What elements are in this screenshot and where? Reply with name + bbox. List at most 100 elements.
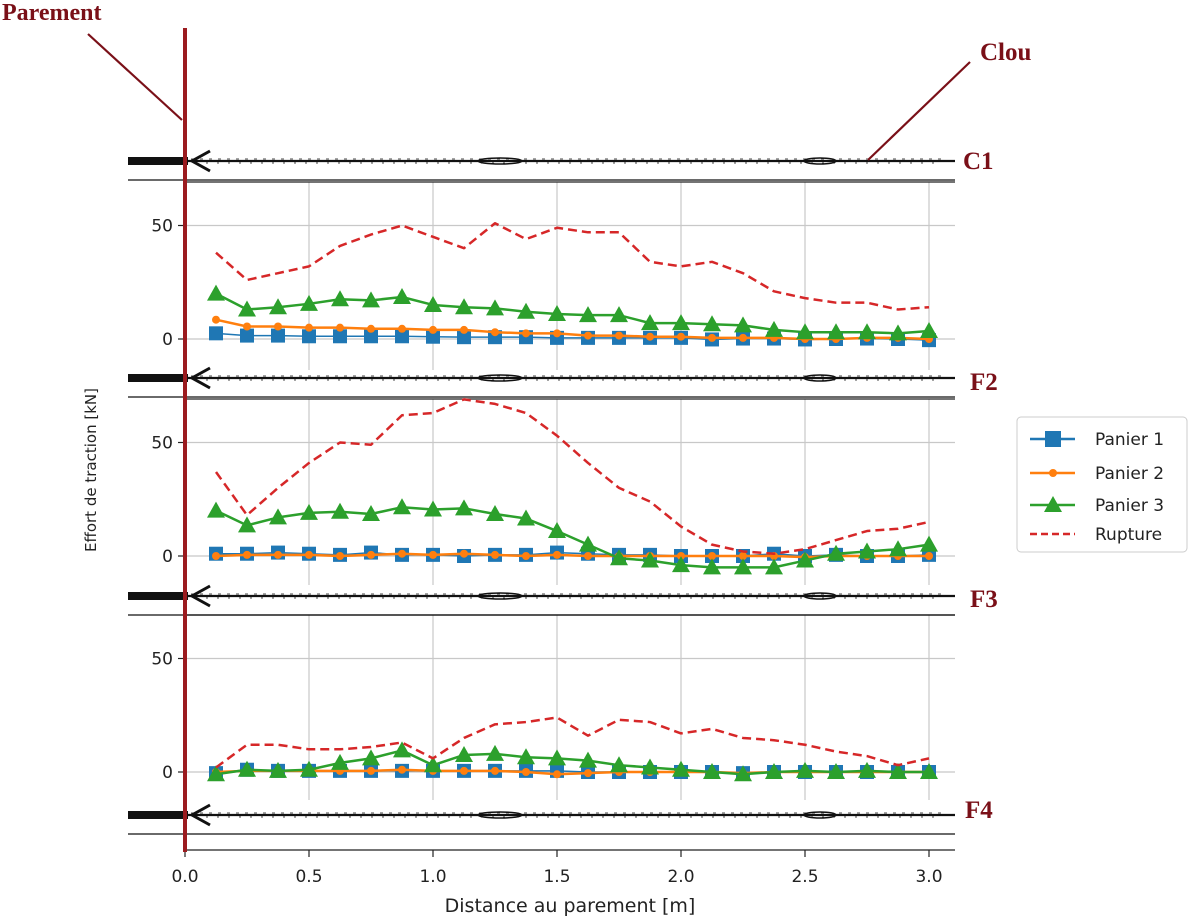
legend-frame bbox=[1016, 416, 1188, 553]
data-point-panier-3 bbox=[548, 305, 566, 322]
data-point-panier-2 bbox=[677, 552, 685, 560]
data-point-panier-3 bbox=[796, 551, 814, 568]
data-point-panier-1 bbox=[209, 326, 223, 341]
data-point-panier-2 bbox=[336, 552, 344, 560]
data-point-panier-3 bbox=[641, 314, 659, 331]
data-point-panier-2 bbox=[615, 331, 623, 340]
nail-label-f2: F2 bbox=[970, 369, 998, 396]
data-point-panier-3 bbox=[300, 760, 318, 777]
data-point-panier-3 bbox=[858, 761, 876, 778]
data-point-panier-3 bbox=[579, 306, 597, 323]
clou-label: Clou bbox=[980, 39, 1032, 66]
parement-pointer bbox=[87, 33, 183, 121]
data-point-panier-2 bbox=[336, 323, 344, 332]
data-point-panier-3 bbox=[734, 765, 752, 782]
legend-label-panier-1: Panier 1 bbox=[1095, 430, 1164, 450]
data-point-panier-3 bbox=[269, 508, 287, 525]
y-tick-label: 0 bbox=[162, 763, 173, 783]
data-point-panier-2 bbox=[646, 332, 654, 341]
legend-entry-panier-2: Panier 2 bbox=[1030, 464, 1164, 484]
data-point-panier-2 bbox=[491, 328, 499, 337]
data-point-panier-3 bbox=[207, 765, 225, 782]
data-point-panier-2 bbox=[925, 552, 933, 560]
data-point-panier-2 bbox=[460, 766, 468, 775]
series-line-rupture bbox=[215, 716, 930, 769]
data-point-panier-2 bbox=[398, 765, 406, 774]
nail-head-arrow bbox=[188, 803, 211, 827]
data-point-panier-2 bbox=[677, 332, 685, 341]
data-point-panier-2 bbox=[708, 552, 716, 560]
data-point-panier-3 bbox=[889, 540, 907, 557]
data-point-panier-3 bbox=[207, 284, 225, 301]
data-point-panier-3 bbox=[610, 306, 628, 323]
data-point-panier-2 bbox=[553, 770, 561, 779]
nail-strip bbox=[128, 366, 955, 398]
data-point-panier-1 bbox=[395, 329, 409, 344]
data-point-panier-3 bbox=[455, 745, 473, 762]
data-point-panier-2 bbox=[367, 550, 375, 559]
data-point-panier-3 bbox=[331, 502, 349, 519]
data-point-panier-3 bbox=[579, 751, 597, 768]
data-point-panier-2 bbox=[212, 315, 220, 324]
data-point-panier-3 bbox=[765, 558, 783, 575]
nail-strip bbox=[128, 149, 955, 181]
data-point-panier-3 bbox=[920, 322, 938, 339]
nail-strip bbox=[128, 803, 955, 835]
data-point-panier-3 bbox=[393, 741, 411, 758]
series-line-panier-3 bbox=[215, 505, 930, 569]
data-point-panier-3 bbox=[889, 324, 907, 341]
data-point-panier-2 bbox=[553, 550, 561, 559]
x-axis-label: Distance au parement [m] bbox=[445, 895, 696, 917]
data-point-panier-2 bbox=[739, 552, 747, 560]
y-tick-label: 50 bbox=[151, 434, 173, 454]
series-line-panier-2 bbox=[215, 552, 929, 559]
data-point-panier-3 bbox=[765, 320, 783, 337]
data-point-panier-3 bbox=[889, 763, 907, 779]
nail-strip bbox=[128, 584, 955, 616]
grid-layer bbox=[184, 181, 955, 800]
x-tick-label: 2.0 bbox=[667, 867, 694, 887]
data-point-panier-2 bbox=[460, 549, 468, 558]
x-tick-label: 3.0 bbox=[915, 867, 942, 887]
data-point-panier-3 bbox=[672, 556, 690, 573]
data-point-panier-3 bbox=[362, 749, 380, 766]
nail-label-c1: C1 bbox=[963, 148, 994, 175]
series-line-rupture bbox=[215, 221, 930, 311]
data-point-panier-2 bbox=[243, 322, 251, 331]
legend-label-panier-2: Panier 2 bbox=[1095, 464, 1164, 484]
data-point-panier-2 bbox=[305, 323, 313, 332]
data-point-panier-2 bbox=[584, 331, 592, 340]
data-point-panier-3 bbox=[424, 756, 442, 773]
panel-f3 bbox=[207, 716, 938, 782]
data-point-panier-3 bbox=[672, 760, 690, 777]
data-point-panier-3 bbox=[920, 763, 938, 779]
legend-marker-dot bbox=[1049, 469, 1057, 477]
y-tick-label: 0 bbox=[162, 547, 173, 567]
data-point-panier-3 bbox=[920, 535, 938, 552]
data-point-panier-2 bbox=[491, 550, 499, 559]
data-point-panier-1 bbox=[457, 330, 471, 345]
data-point-panier-3 bbox=[827, 544, 845, 561]
data-point-panier-2 bbox=[429, 325, 437, 334]
series-line-rupture bbox=[214, 398, 930, 555]
data-point-panier-3 bbox=[672, 314, 690, 331]
data-point-panier-3 bbox=[455, 298, 473, 315]
data-point-panier-2 bbox=[739, 333, 747, 342]
legend-entry-panier-1: Panier 1 bbox=[1030, 430, 1164, 450]
data-point-panier-3 bbox=[703, 315, 721, 332]
legend-entry-panier-3: Panier 3 bbox=[1030, 496, 1164, 516]
data-point-panier-3 bbox=[331, 290, 349, 307]
data-point-panier-3 bbox=[703, 763, 721, 779]
data-point-panier-1 bbox=[271, 328, 285, 343]
data-point-panier-3 bbox=[486, 505, 504, 522]
y-tick-label: 50 bbox=[151, 650, 173, 670]
legend-label-rupture: Rupture bbox=[1095, 525, 1162, 545]
series-layer bbox=[207, 221, 938, 782]
data-point-panier-2 bbox=[212, 552, 220, 560]
data-point-panier-2 bbox=[460, 325, 468, 334]
data-point-panier-3 bbox=[424, 500, 442, 517]
data-point-panier-3 bbox=[362, 505, 380, 522]
x-tick-label: 0.0 bbox=[171, 867, 198, 887]
y-tick-label: 50 bbox=[151, 217, 173, 237]
data-point-panier-3 bbox=[796, 323, 814, 340]
